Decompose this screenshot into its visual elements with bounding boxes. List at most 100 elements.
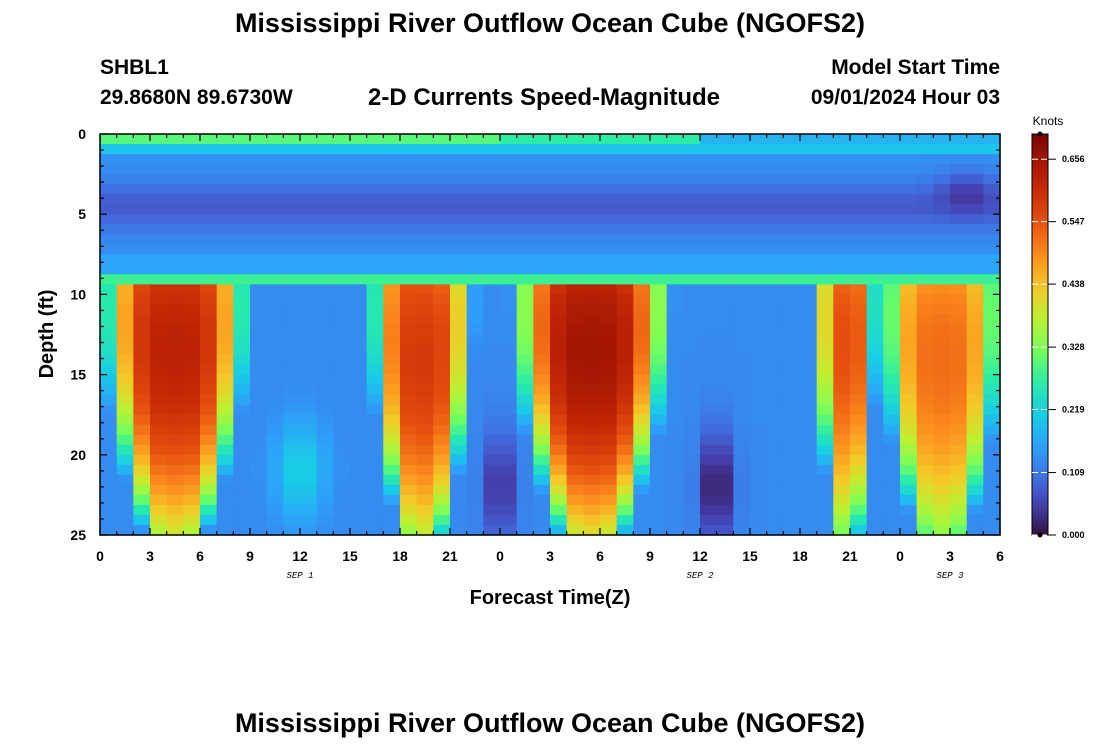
heatmap-cell: [950, 414, 968, 426]
heatmap-cell: [133, 274, 151, 285]
heatmap-cell: [416, 284, 434, 295]
heatmap-cell: [266, 354, 284, 366]
heatmap-cell: [283, 344, 301, 356]
heatmap-cell: [100, 154, 118, 165]
colorbar-end-dot: [1037, 532, 1043, 538]
heatmap-cell: [866, 234, 884, 245]
heatmap-cell: [400, 364, 418, 376]
heatmap-cell: [483, 144, 501, 155]
heatmap-cell: [316, 254, 334, 265]
heatmap-cell: [300, 414, 318, 426]
heatmap-cell: [900, 224, 918, 235]
heatmap-cell: [450, 194, 468, 205]
heatmap-cell: [983, 354, 1001, 366]
heatmap-cell: [100, 454, 118, 466]
heatmap-cell: [866, 494, 884, 506]
heatmap-cell: [133, 154, 151, 165]
y-tick-label: 5: [78, 206, 86, 222]
heatmap-cell: [183, 154, 201, 165]
heatmap-cell: [666, 224, 684, 235]
heatmap-cell: [300, 404, 318, 416]
heatmap-cell: [933, 294, 951, 306]
x-tick-label: 12: [692, 548, 708, 564]
heatmap-cell: [750, 514, 768, 526]
heatmap-cell: [233, 474, 251, 486]
heatmap-cell: [550, 504, 568, 516]
heatmap-cell: [816, 354, 834, 366]
heatmap-cell: [350, 264, 368, 275]
heatmap-cell: [183, 464, 201, 476]
heatmap-cell: [266, 524, 284, 536]
heatmap-cell: [716, 164, 734, 175]
heatmap-cell: [250, 374, 268, 386]
heatmap-cell: [500, 404, 518, 416]
heatmap-cell: [416, 324, 434, 336]
heatmap-cell: [316, 474, 334, 486]
heatmap-cell: [866, 524, 884, 536]
heatmap-cell: [616, 474, 634, 486]
heatmap-cell: [233, 254, 251, 265]
heatmap-cell: [883, 414, 901, 426]
heatmap-cell: [116, 344, 134, 356]
heatmap-cell: [450, 164, 468, 175]
heatmap-cell: [983, 154, 1001, 165]
heatmap-cell: [300, 134, 318, 145]
heatmap-cell: [616, 164, 634, 175]
heatmap-cell: [633, 334, 651, 346]
heatmap-cell: [566, 394, 584, 406]
heatmap-cell: [466, 214, 484, 225]
heatmap-cell: [133, 334, 151, 346]
heatmap-cell: [766, 144, 784, 155]
heatmap-cell: [516, 184, 534, 195]
heatmap-cell: [983, 504, 1001, 516]
heatmap-cell: [783, 364, 801, 376]
heatmap-cell: [716, 464, 734, 476]
heatmap-cell: [666, 314, 684, 326]
colorbar-end-dot: [1037, 131, 1043, 137]
heatmap-cell: [916, 234, 934, 245]
heatmap-cell: [300, 494, 318, 506]
heatmap-cell: [833, 434, 851, 446]
heatmap-cell: [533, 354, 551, 366]
heatmap-cell: [950, 374, 968, 386]
heatmap-cell: [350, 174, 368, 185]
heatmap-cell: [916, 184, 934, 195]
heatmap-cell: [783, 164, 801, 175]
heatmap-cell: [383, 494, 401, 506]
heatmap-cell: [283, 164, 301, 175]
heatmap-cell: [516, 414, 534, 426]
heatmap-cell: [933, 404, 951, 416]
heatmap-cell: [833, 274, 851, 285]
heatmap-cell: [733, 324, 751, 336]
heatmap-cell: [233, 304, 251, 316]
heatmap-cell: [283, 244, 301, 255]
heatmap-cell: [350, 134, 368, 145]
heatmap-cell: [533, 434, 551, 446]
heatmap-cell: [900, 204, 918, 215]
heatmap-cell: [116, 524, 134, 536]
heatmap-cell: [616, 304, 634, 316]
heatmap-cell: [633, 174, 651, 185]
heatmap-cell: [650, 184, 668, 195]
heatmap-cell: [500, 244, 518, 255]
heatmap-cell: [600, 204, 618, 215]
heatmap-cell: [116, 204, 134, 215]
heatmap-cell: [233, 134, 251, 145]
heatmap-cell: [566, 484, 584, 496]
heatmap-cell: [400, 274, 418, 285]
heatmap-cell: [750, 274, 768, 285]
heatmap-cell: [816, 264, 834, 275]
heatmap-cell: [716, 234, 734, 245]
heatmap-cell: [533, 504, 551, 516]
heatmap-cell: [950, 384, 968, 396]
date-label: SEP 3: [936, 571, 964, 581]
heatmap-cell: [483, 334, 501, 346]
heatmap-cell: [483, 394, 501, 406]
heatmap-cell: [466, 194, 484, 205]
heatmap-cell: [600, 474, 618, 486]
heatmap-cell: [783, 134, 801, 145]
heatmap-cell: [350, 194, 368, 205]
heatmap-cell: [933, 474, 951, 486]
heatmap-cell: [200, 234, 218, 245]
heatmap-cell: [833, 294, 851, 306]
